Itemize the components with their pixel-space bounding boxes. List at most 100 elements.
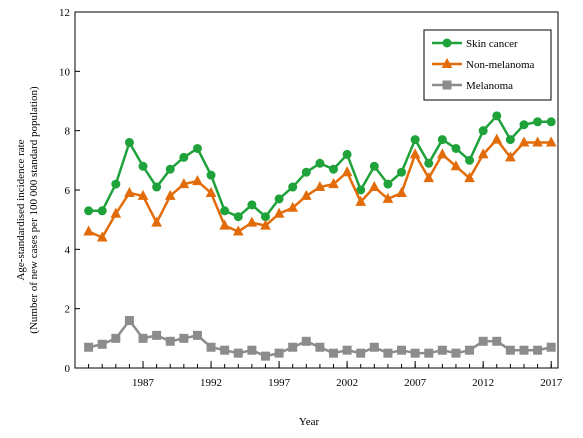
data-point xyxy=(233,348,243,358)
data-point xyxy=(315,158,325,168)
data-point xyxy=(300,189,312,200)
data-point xyxy=(97,206,107,216)
data-point xyxy=(110,207,122,218)
legend-label: Melanoma xyxy=(466,80,513,92)
y-tick-label: 8 xyxy=(65,126,71,138)
series-melanoma xyxy=(84,316,556,361)
data-point xyxy=(545,136,557,147)
series-layer xyxy=(83,111,557,361)
legend-swatch-marker xyxy=(442,80,452,90)
data-point xyxy=(464,172,475,183)
data-point xyxy=(533,345,543,355)
data-point xyxy=(450,160,462,171)
x-tick-label: 2002 xyxy=(336,377,358,389)
legend: Skin cancer Non-melanoma Melanoma xyxy=(423,29,552,101)
data-point xyxy=(355,195,367,206)
data-point xyxy=(383,179,393,189)
data-point xyxy=(328,177,339,189)
data-point xyxy=(260,212,270,222)
data-point xyxy=(424,348,434,358)
data-point xyxy=(124,316,134,326)
y-axis-title-line-1: Age-standardised incidence rate xyxy=(15,139,27,280)
data-point xyxy=(206,170,216,180)
data-point xyxy=(356,348,366,358)
series-skin-cancer xyxy=(84,111,556,222)
data-point xyxy=(437,148,448,159)
data-point xyxy=(288,182,298,192)
legend-swatch-marker xyxy=(442,38,452,48)
data-point xyxy=(274,348,284,358)
data-point xyxy=(369,342,379,352)
legend-item: Non-melanoma xyxy=(432,57,535,71)
data-point xyxy=(138,161,148,171)
data-point xyxy=(424,158,434,168)
data-point xyxy=(409,148,421,159)
data-point xyxy=(315,342,325,352)
data-point xyxy=(533,117,543,127)
data-point xyxy=(152,182,162,192)
data-point xyxy=(518,136,530,147)
data-point xyxy=(287,201,299,212)
data-point xyxy=(83,225,94,236)
data-point xyxy=(492,336,502,346)
data-point xyxy=(260,219,271,230)
data-point xyxy=(206,342,216,352)
data-point xyxy=(219,219,230,230)
data-point xyxy=(164,189,176,200)
data-point xyxy=(341,166,353,177)
x-tick-label: 2017 xyxy=(540,377,563,389)
data-point xyxy=(247,345,257,355)
y-tick-label: 6 xyxy=(65,185,71,197)
data-point xyxy=(96,231,108,242)
data-point xyxy=(477,148,489,159)
data-point xyxy=(301,336,311,346)
data-point xyxy=(437,135,447,145)
data-point xyxy=(342,149,352,159)
legend-label: Skin cancer xyxy=(466,38,518,50)
data-point xyxy=(382,192,394,203)
data-point xyxy=(451,143,461,153)
data-point xyxy=(478,126,488,136)
data-point xyxy=(137,189,149,200)
data-point xyxy=(247,200,257,210)
data-point xyxy=(329,348,339,358)
y-tick-label: 0 xyxy=(65,363,71,375)
legend-item: Melanoma xyxy=(432,80,513,92)
data-point xyxy=(232,225,244,236)
y-tick-label: 12 xyxy=(59,7,70,19)
data-point xyxy=(165,164,175,174)
data-point xyxy=(410,348,420,358)
data-point xyxy=(246,216,258,227)
data-point xyxy=(178,177,190,189)
data-point xyxy=(220,345,230,355)
data-point xyxy=(519,345,529,355)
data-point xyxy=(138,333,148,343)
data-point xyxy=(233,212,243,222)
data-point xyxy=(369,161,379,171)
data-point xyxy=(84,206,94,216)
data-point xyxy=(220,206,230,216)
data-point xyxy=(423,172,435,183)
data-point xyxy=(273,207,285,218)
data-point xyxy=(437,345,447,355)
x-tick-label: 1987 xyxy=(132,377,155,389)
data-point xyxy=(260,351,270,361)
data-point xyxy=(546,342,556,352)
series-non-melanoma xyxy=(83,133,557,242)
data-point xyxy=(505,151,516,162)
data-point xyxy=(124,138,134,148)
data-point xyxy=(84,342,94,352)
data-point xyxy=(111,333,121,343)
data-point xyxy=(519,120,529,130)
data-point xyxy=(383,348,393,358)
y-tick-label: 10 xyxy=(59,66,71,78)
data-point xyxy=(342,345,352,355)
data-point xyxy=(179,152,189,162)
x-tick-label: 2007 xyxy=(404,377,427,389)
data-point xyxy=(410,135,420,145)
data-point xyxy=(491,133,503,144)
legend-label: Non-melanoma xyxy=(466,59,535,71)
legend-swatch-marker xyxy=(441,57,453,68)
data-point xyxy=(111,179,121,189)
